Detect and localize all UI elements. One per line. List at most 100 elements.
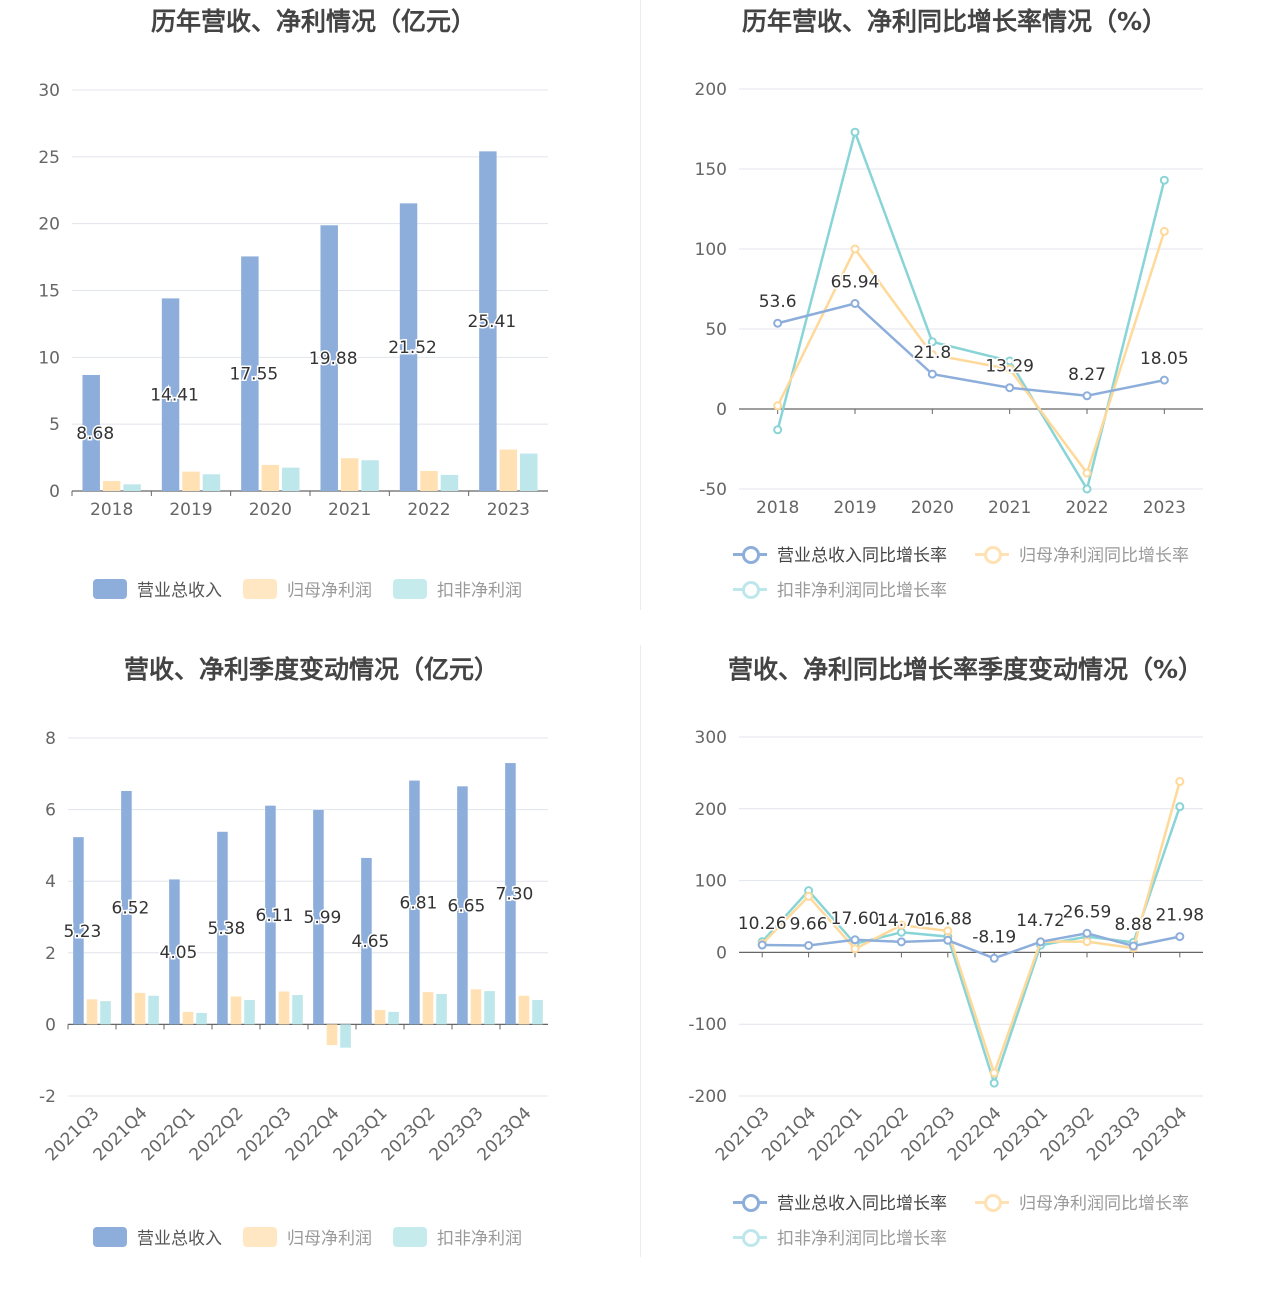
data-label: 17.55 — [230, 365, 279, 385]
bar-revenue — [457, 786, 468, 1025]
legend-swatch-deducted-profit — [393, 578, 427, 599]
legend-item-net-growth[interactable]: 归母净利润同比增长率 — [975, 1189, 1189, 1214]
data-label: 5.23 — [64, 922, 102, 942]
chart-annual-growth: -50 0 50 100 150 200 2018 2019 2020 2021 2022 2023 5… — [695, 80, 1203, 518]
legend-item-revenue[interactable]: 营业总收入 — [93, 576, 222, 601]
data-label: 6.11 — [256, 906, 294, 926]
vertical-divider-bottom — [640, 645, 641, 1257]
bar-deducted-profit — [282, 467, 300, 491]
data-label: 8.27 — [1068, 365, 1106, 385]
vertical-divider-top — [640, 0, 641, 610]
data-label: 13.29 — [985, 357, 1034, 377]
point — [1175, 802, 1185, 812]
point — [1159, 375, 1169, 385]
y-tick-label: 200 — [695, 800, 727, 820]
data-label: 53.6 — [759, 292, 797, 312]
legend-swatch-revenue — [93, 1226, 127, 1247]
bar-revenue — [121, 790, 132, 1025]
point — [896, 920, 906, 930]
data-label: 21.8 — [913, 343, 951, 363]
x-tick-label: 2023 — [1143, 498, 1186, 518]
bar-net-profit — [326, 1024, 338, 1046]
data-label: 14.41 — [150, 386, 199, 406]
y-tick-label: -200 — [688, 1087, 727, 1107]
point — [1082, 468, 1092, 478]
bar-net-profit — [102, 480, 121, 491]
y-tick-label: 150 — [695, 160, 727, 180]
data-label: 7.30 — [496, 885, 534, 905]
legend-label: 扣非净利润同比增长率 — [777, 1229, 947, 1249]
bar-net-profit — [86, 999, 98, 1025]
bar-revenue — [82, 374, 100, 491]
legend-item-net-profit[interactable]: 归母净利润 — [243, 576, 372, 601]
data-label: 17.60 — [831, 909, 880, 929]
y-tick-label: 6 — [45, 801, 56, 821]
y-tick-label: -100 — [688, 1015, 727, 1035]
data-label: 21.52 — [388, 338, 437, 358]
data-label: 26.59 — [1063, 902, 1112, 922]
bar-revenue — [265, 805, 276, 1025]
y-tick-label: 25 — [38, 148, 60, 168]
bar-net-profit — [182, 1011, 194, 1025]
data-label: 65.94 — [831, 272, 880, 292]
point — [1082, 484, 1092, 494]
bar-net-profit — [261, 464, 280, 491]
bar-deducted-profit — [244, 1000, 255, 1025]
data-label: 14.72 — [1016, 911, 1065, 931]
y-tick-label: 15 — [38, 282, 60, 302]
point — [1128, 941, 1138, 951]
legend-swatch-net-profit — [243, 578, 277, 599]
legend-label: 营业总收入 — [137, 1229, 222, 1249]
data-label: 21.98 — [1155, 906, 1204, 926]
point — [989, 953, 999, 963]
x-tick-label: 2021 — [328, 500, 371, 520]
chart-annual-amount: 0 5 10 15 20 25 30 2018 2019 2020 2021 2022 2023 8.68… — [38, 81, 548, 520]
point — [1175, 777, 1185, 787]
x-tick-label: 2023 — [487, 500, 530, 520]
data-label: 16.88 — [923, 909, 972, 929]
point — [850, 244, 860, 254]
data-label: 25.41 — [468, 312, 517, 332]
data-label: 5.99 — [304, 908, 342, 928]
bar-revenue — [361, 857, 372, 1025]
point — [757, 940, 767, 950]
legend-item-deducted-growth[interactable]: 扣非净利润同比增长率 — [733, 576, 947, 601]
bar-net-profit — [340, 458, 359, 491]
point — [850, 298, 860, 308]
point — [1082, 937, 1092, 947]
legend-item-net-profit[interactable]: 归母净利润 — [243, 1224, 372, 1249]
y-tick-label: 50 — [705, 320, 727, 340]
legend-item-deducted-profit[interactable]: 扣非净利润 — [393, 1224, 522, 1249]
x-tick-label: 2018 — [756, 498, 799, 518]
y-tick-label: 300 — [695, 728, 727, 748]
x-tick-label: 2021 — [988, 498, 1031, 518]
legend-item-revenue-growth[interactable]: 营业总收入同比增长率 — [733, 1189, 947, 1214]
data-label: 8.88 — [1114, 915, 1152, 935]
legend-item-revenue[interactable]: 营业总收入 — [93, 1224, 222, 1249]
point — [1082, 391, 1092, 401]
y-tick-label: 0 — [49, 482, 60, 502]
legend-item-net-growth[interactable]: 归母净利润同比增长率 — [975, 541, 1189, 566]
y-tick-label: 0 — [716, 943, 727, 963]
chart-title: 历年营收、净利同比增长率情况（%） — [741, 7, 1168, 36]
y-tick-label: 100 — [695, 872, 727, 892]
point — [773, 401, 783, 411]
x-tick-label: 2022 — [1065, 498, 1108, 518]
bar-revenue — [169, 879, 180, 1025]
bar-revenue — [399, 203, 418, 491]
bar-revenue — [479, 151, 497, 491]
data-label: 8.68 — [76, 424, 114, 444]
legend-item-deducted-growth[interactable]: 扣非净利润同比增长率 — [733, 1224, 947, 1249]
y-tick-label: 100 — [695, 240, 727, 260]
bar-revenue — [241, 256, 259, 491]
bar-deducted-profit — [361, 460, 379, 491]
chart-quarterly-growth: -200-10001002003002021Q32021Q42022Q12022… — [688, 728, 1205, 1165]
legend-item-deducted-profit[interactable]: 扣非净利润 — [393, 576, 522, 601]
point — [896, 937, 906, 947]
point — [927, 350, 937, 360]
bar-net-profit — [422, 992, 434, 1025]
y-tick-label: 8 — [45, 729, 56, 749]
legend-item-revenue-growth[interactable]: 营业总收入同比增长率 — [733, 541, 947, 566]
legend-key-deducted-growth — [733, 579, 767, 599]
bar-revenue — [73, 837, 84, 1025]
